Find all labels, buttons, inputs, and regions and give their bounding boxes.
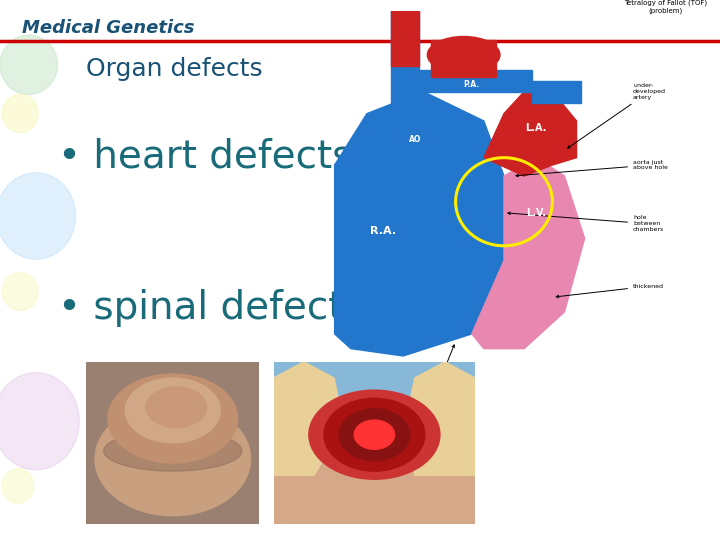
Ellipse shape <box>125 378 220 443</box>
Text: thickened: thickened <box>557 284 664 298</box>
FancyBboxPatch shape <box>391 0 419 121</box>
Text: L.V.: L.V. <box>526 208 546 218</box>
Ellipse shape <box>309 390 440 480</box>
Polygon shape <box>431 40 496 77</box>
Polygon shape <box>484 92 577 176</box>
Ellipse shape <box>2 94 38 132</box>
Text: under-
developed
artery: under- developed artery <box>567 83 666 148</box>
Ellipse shape <box>2 273 38 310</box>
Ellipse shape <box>0 35 58 94</box>
FancyBboxPatch shape <box>274 427 475 524</box>
Text: P.A.: P.A. <box>464 80 480 89</box>
Polygon shape <box>274 362 344 475</box>
Ellipse shape <box>0 373 79 470</box>
Text: AO: AO <box>409 135 421 144</box>
Ellipse shape <box>428 37 500 73</box>
FancyBboxPatch shape <box>274 362 475 524</box>
FancyBboxPatch shape <box>532 80 580 103</box>
Text: Tetralogy of Fallot (TOF)
(problem): Tetralogy of Fallot (TOF) (problem) <box>624 0 707 14</box>
Ellipse shape <box>104 431 242 471</box>
Polygon shape <box>405 362 475 475</box>
Text: aorta just
above hole: aorta just above hole <box>516 160 668 177</box>
Text: R.A.: R.A. <box>370 226 396 236</box>
FancyBboxPatch shape <box>391 11 419 66</box>
Polygon shape <box>335 92 504 356</box>
FancyBboxPatch shape <box>86 362 259 524</box>
Ellipse shape <box>95 402 251 516</box>
Ellipse shape <box>146 387 207 428</box>
Text: Medical Genetics: Medical Genetics <box>22 19 194 37</box>
Ellipse shape <box>0 173 76 259</box>
Ellipse shape <box>324 399 425 471</box>
FancyBboxPatch shape <box>274 362 475 427</box>
Ellipse shape <box>2 469 34 503</box>
Text: Organ defects: Organ defects <box>86 57 263 80</box>
Ellipse shape <box>339 409 410 461</box>
Ellipse shape <box>354 420 395 449</box>
Text: • heart defects: • heart defects <box>58 138 352 176</box>
Text: hole
between
chambers: hole between chambers <box>508 212 665 232</box>
Text: L.A.: L.A. <box>526 123 547 133</box>
Text: • spinal defects: • spinal defects <box>58 289 363 327</box>
FancyBboxPatch shape <box>419 70 532 92</box>
Ellipse shape <box>108 374 238 463</box>
Text: narrow
opening: narrow opening <box>418 345 454 407</box>
Polygon shape <box>472 158 585 349</box>
